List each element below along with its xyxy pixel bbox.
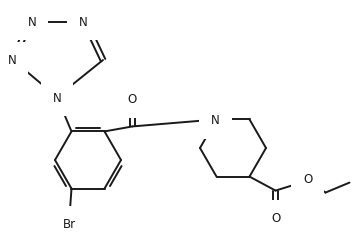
Text: O: O: [128, 93, 137, 106]
Text: O: O: [271, 212, 280, 225]
Text: Br: Br: [63, 218, 76, 231]
Text: N: N: [28, 16, 36, 29]
Text: N: N: [211, 114, 220, 127]
Text: N: N: [7, 54, 16, 66]
Text: O: O: [303, 173, 312, 186]
Text: N: N: [53, 91, 61, 104]
Text: N: N: [79, 16, 87, 29]
